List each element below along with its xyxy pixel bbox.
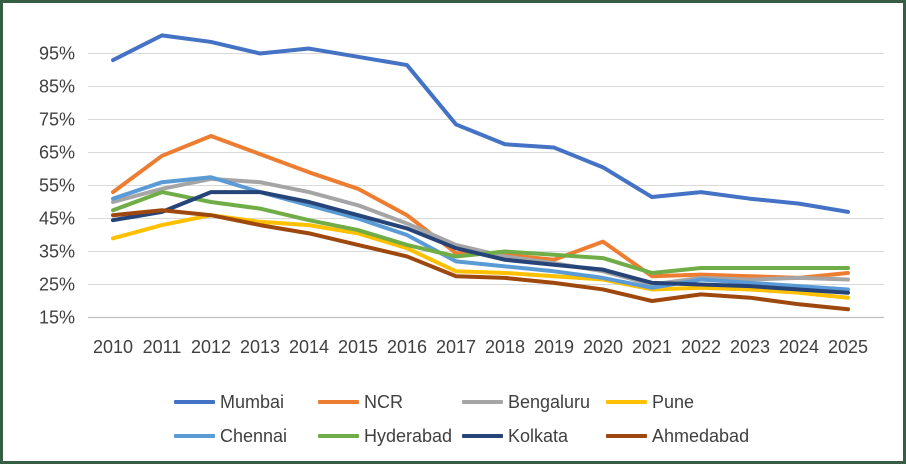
legend-item-chennai: Chennai	[174, 426, 318, 447]
legend-item-mumbai: Mumbai	[174, 392, 318, 413]
legend-label-ahmedabad: Ahmedabad	[652, 425, 750, 446]
chart-legend: Mumbai NCR Bengaluru Pune Chennai Hyderabad Ko…	[174, 385, 806, 453]
x-axis-label-2021: 2021	[632, 337, 672, 357]
legend-label-pune: Pune	[652, 391, 695, 412]
legend-label-mumbai: Mumbai	[220, 391, 285, 412]
x-axis-label-2013: 2013	[240, 337, 280, 357]
x-axis-label-2015: 2015	[338, 337, 378, 357]
series-line-kolkata	[111, 190, 850, 295]
y-axis-label-35%: 35%	[39, 242, 75, 262]
x-axis-label-2018: 2018	[485, 337, 525, 357]
y-axis-label-85%: 85%	[39, 77, 75, 97]
legend-item-pune: Pune	[606, 392, 806, 413]
x-axis-label-2011: 2011	[143, 337, 182, 357]
x-axis-label-2014: 2014	[289, 337, 329, 357]
legend-label-kolkata: Kolkata	[508, 425, 569, 446]
x-axis-label-2023: 2023	[730, 337, 770, 357]
legend-label-chennai: Chennai	[220, 425, 288, 446]
legend-line-swatch-mumbai	[174, 400, 215, 404]
y-axis-label-95%: 95%	[39, 44, 75, 64]
series-line-mumbai	[111, 33, 850, 214]
legend-item-ahmedabad: Ahmedabad	[606, 426, 806, 447]
legend-line-swatch-ahmedabad	[606, 434, 647, 438]
x-axis-label-2025: 2025	[828, 337, 868, 357]
x-axis-label-2024: 2024	[779, 337, 819, 357]
y-axis-label-15%: 15%	[39, 308, 75, 328]
series-line-chennai	[111, 175, 850, 292]
y-axis-label-75%: 75%	[39, 110, 75, 130]
legend-line-swatch-pune	[606, 400, 647, 404]
x-axis-label-2010: 2010	[93, 337, 133, 357]
legend-line-swatch-ncr	[318, 400, 359, 404]
legend-label-ncr: NCR	[364, 391, 403, 412]
y-axis-label-45%: 45%	[39, 209, 75, 229]
legend-line-swatch-bengaluru	[462, 400, 503, 404]
y-axis-label-65%: 65%	[39, 143, 75, 163]
legend-label-bengaluru: Bengaluru	[508, 391, 591, 412]
x-axis-label-2020: 2020	[583, 337, 623, 357]
legend-line-swatch-kolkata	[462, 434, 503, 438]
legend-item-bengaluru: Bengaluru	[462, 392, 606, 413]
x-axis-label-2019: 2019	[534, 337, 574, 357]
y-axis-label-25%: 25%	[39, 275, 75, 295]
legend-line-swatch-hyderabad	[318, 434, 359, 438]
legend-item-kolkata: Kolkata	[462, 426, 606, 447]
series-line-bengaluru	[111, 176, 850, 287]
line-chart-plot-area: 15% 25% 35% 45% 55% 65% 75% 85% 95% 2010 2011 2012 2…	[39, 33, 884, 357]
legend-item-hyderabad: Hyderabad	[318, 426, 462, 447]
legend-line-swatch-chennai	[174, 434, 215, 438]
series-line-ahmedabad	[111, 208, 850, 312]
legend-label-hyderabad: Hyderabad	[364, 425, 453, 446]
legend-item-ncr: NCR	[318, 392, 462, 413]
series-line-hyderabad	[111, 190, 850, 275]
x-axis-label-2017: 2017	[436, 337, 476, 357]
x-axis-label-2016: 2016	[387, 337, 427, 357]
x-axis-label-2022: 2022	[681, 337, 721, 357]
series-line-ncr	[111, 134, 850, 280]
y-axis-label-55%: 55%	[39, 176, 75, 196]
x-axis-label-2012: 2012	[191, 337, 231, 357]
